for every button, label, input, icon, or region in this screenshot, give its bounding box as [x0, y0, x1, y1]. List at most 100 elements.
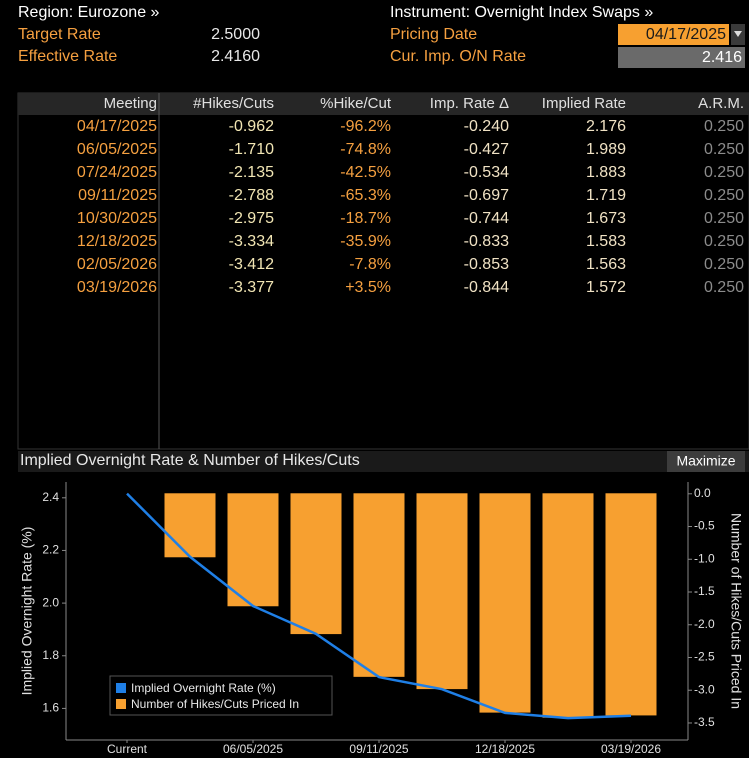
y-tick-label: 1.6	[42, 701, 59, 715]
line	[126, 492, 632, 720]
table-cell[interactable]: 02/05/2026	[77, 256, 157, 273]
cur-rate[interactable]: 2.416	[702, 49, 742, 66]
legend-label: Number of Hikes/Cuts Priced In	[131, 697, 299, 711]
y2-tick-label: -3.0	[694, 682, 715, 696]
y2-tick-label: -1.5	[694, 584, 715, 598]
effective-rate-label: Effective Rate	[18, 48, 117, 65]
y2-tick-label: -2.0	[694, 617, 715, 631]
table-cell: -3.377	[229, 279, 274, 296]
table-frame	[17, 92, 749, 450]
x-tick-label: Current	[107, 742, 148, 756]
table-cell: 2.176	[586, 118, 626, 135]
table-cell: -74.8%	[340, 141, 391, 158]
table-cell: 0.250	[704, 164, 744, 181]
table-cell: -2.135	[229, 164, 274, 181]
bar	[227, 493, 279, 607]
y2-tick-label: -2.5	[694, 650, 715, 664]
table-cell[interactable]: 12/18/2025	[77, 233, 157, 250]
table-cell: -0.697	[464, 187, 509, 204]
y2-tick-label: -3.5	[694, 715, 715, 729]
dropdown-arrow	[734, 31, 742, 37]
table-cell: -1.710	[229, 141, 274, 158]
region[interactable]: Region: Eurozone »	[18, 4, 160, 21]
table-cell: -0.844	[464, 279, 509, 296]
table-cell[interactable]: 06/05/2025	[77, 141, 157, 158]
table-cell: 0.250	[704, 210, 744, 227]
table-cell[interactable]: 07/24/2025	[77, 164, 157, 181]
target-rate: 2.5000	[211, 26, 260, 43]
y-tick-label: 2.0	[42, 595, 59, 609]
table-cell: 0.250	[704, 141, 744, 158]
column-header: Meeting	[104, 95, 157, 112]
target-rate-label: Target Rate	[18, 26, 101, 43]
table-cell: 0.250	[704, 233, 744, 250]
table-cell: -0.534	[464, 164, 509, 181]
table-cell: -0.427	[464, 141, 509, 158]
table-cell: -2.975	[229, 210, 274, 227]
maximize-button[interactable]	[667, 451, 745, 472]
cur-rate-label: Cur. Imp. O/N Rate	[390, 48, 526, 65]
date-field[interactable]	[618, 24, 729, 45]
table-cell: +3.5%	[345, 279, 391, 296]
table-cell: -35.9%	[340, 233, 391, 250]
table-cell: -0.833	[464, 233, 509, 250]
table-cell: 0.250	[704, 256, 744, 273]
table-cell[interactable]: 04/17/2025	[77, 118, 157, 135]
legend-swatch	[116, 699, 126, 709]
table-cell: -2.788	[229, 187, 274, 204]
table-cell: 1.989	[586, 141, 626, 158]
pricing-date-label: Pricing Date	[390, 26, 477, 43]
table-cell[interactable]: 09/11/2025	[78, 187, 157, 204]
y2-tick-label: 0.0	[694, 486, 711, 500]
table-cell: -3.412	[229, 256, 274, 273]
table-cell: -7.8%	[349, 256, 391, 273]
bar	[290, 493, 342, 635]
column-header: #Hikes/Cuts	[193, 95, 274, 112]
table-cell: 1.883	[586, 164, 626, 181]
table-cell: -0.853	[464, 256, 509, 273]
bar	[479, 493, 531, 713]
table-cell: 1.583	[586, 233, 626, 250]
instrument[interactable]: Instrument: Overnight Index Swaps »	[390, 4, 653, 21]
table-cell: -0.240	[464, 118, 509, 135]
table-cell: -65.3%	[340, 187, 391, 204]
table-cell: -96.2%	[340, 118, 391, 135]
table-cell[interactable]: 10/30/2025	[77, 210, 157, 227]
table-cell: 0.250	[704, 118, 744, 135]
y2-tick-label: -1.0	[694, 551, 715, 565]
y-tick-label: 2.4	[42, 490, 59, 504]
table-cell: -3.334	[229, 233, 274, 250]
bar	[542, 493, 594, 718]
table-cell: 1.563	[586, 256, 626, 273]
y-tick-label: 2.2	[42, 543, 59, 557]
table-cell[interactable]: 03/19/2026	[77, 279, 157, 296]
bar	[416, 493, 468, 690]
table-cell: -42.5%	[340, 164, 391, 181]
table-cell: -18.7%	[340, 210, 391, 227]
maximize-label[interactable]: Maximize	[676, 453, 735, 469]
legend-swatch	[116, 683, 126, 693]
table-cell: -0.962	[229, 118, 274, 135]
bar	[605, 493, 657, 716]
column-header: %Hike/Cut	[320, 95, 392, 112]
y2-axis-label: Number of Hikes/Cuts Priced In	[728, 513, 744, 709]
column-header: Imp. Rate Δ	[430, 95, 509, 112]
table-cell: 1.673	[586, 210, 626, 227]
table-cell: 1.572	[586, 279, 626, 296]
column-header: Implied Rate	[542, 95, 626, 112]
legend-label: Implied Overnight Rate (%)	[131, 681, 276, 695]
table-cell: 0.250	[704, 279, 744, 296]
table-header-bg	[18, 93, 749, 115]
bar	[164, 493, 216, 558]
bar	[353, 493, 405, 677]
legend-box	[109, 675, 333, 716]
chart-title: Implied Overnight Rate & Number of Hikes…	[20, 452, 360, 469]
effective-rate: 2.4160	[211, 48, 260, 65]
column-header: A.R.M.	[698, 95, 744, 112]
table-cell: 0.250	[704, 187, 744, 204]
pricing-date[interactable]: 04/17/2025	[646, 26, 726, 43]
y-tick-label: 1.8	[42, 648, 59, 662]
cur-rate-field[interactable]	[618, 47, 745, 68]
